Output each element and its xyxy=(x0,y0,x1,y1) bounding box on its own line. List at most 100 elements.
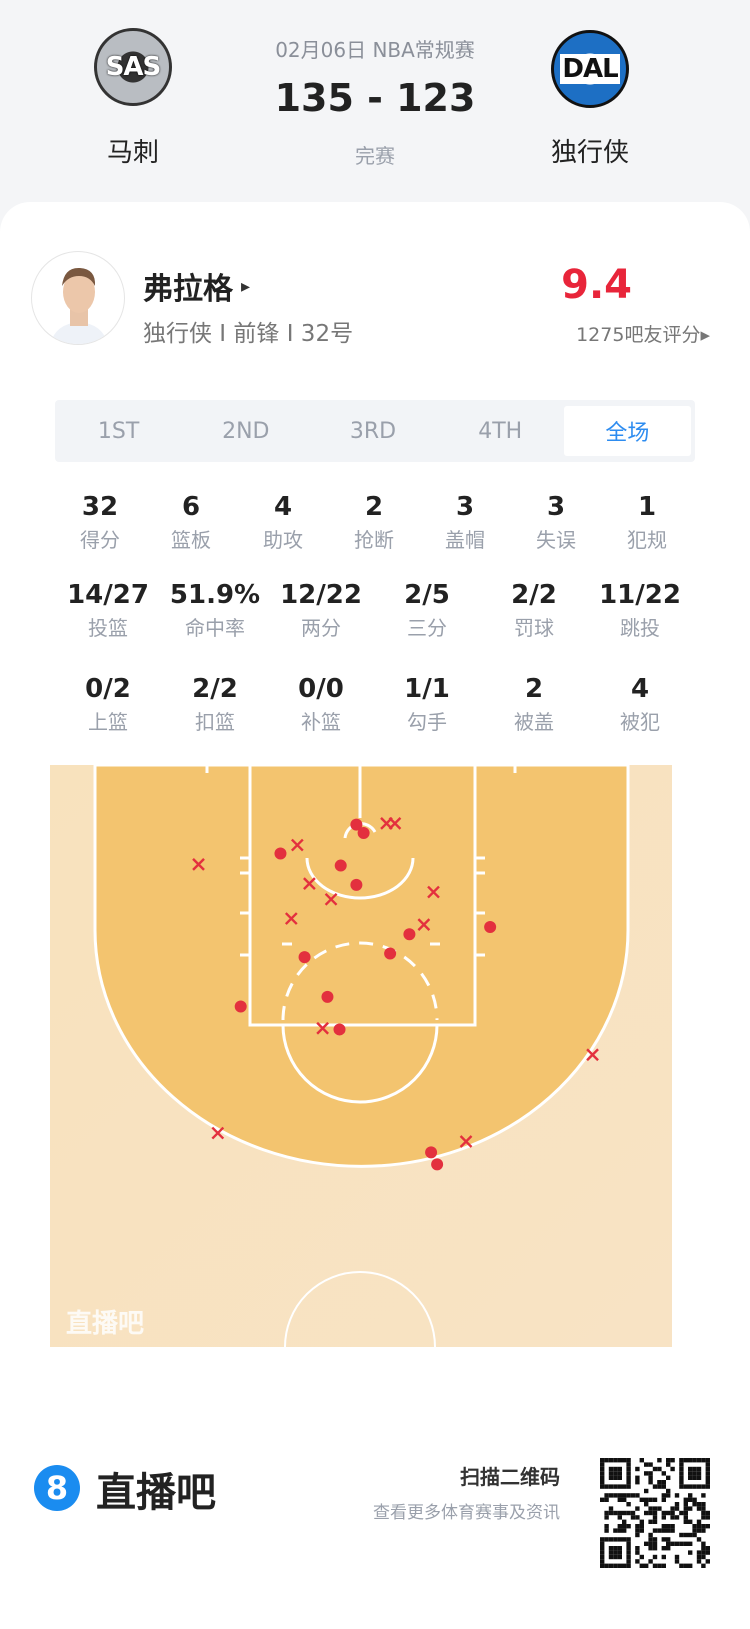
away-team-name[interactable]: 独行侠 xyxy=(550,138,630,168)
stat-label: 命中率 xyxy=(184,616,245,640)
stat-value: 4 xyxy=(273,492,293,522)
match-score: 135 - 123 xyxy=(274,76,476,120)
period-tabs: 1ST 2ND 3RD 4TH 全场 xyxy=(55,400,695,462)
missed-shot-marker xyxy=(388,817,402,830)
player-avatar[interactable] xyxy=(31,251,125,345)
tab-3rd[interactable]: 3RD xyxy=(349,418,397,444)
made-shot-marker xyxy=(357,827,370,840)
brand-logo-icon: 8 xyxy=(34,1465,80,1511)
made-shot-marker xyxy=(403,928,416,941)
stat-label: 上篮 xyxy=(88,710,128,734)
stat-label: 篮板 xyxy=(171,528,211,552)
stat-盖帽: 3 盖帽 xyxy=(445,490,485,556)
stat-两分: 12/22 两分 xyxy=(280,578,362,644)
player-name: 弗拉格 xyxy=(143,272,233,307)
made-shot-marker xyxy=(234,1000,247,1013)
made-shot-marker xyxy=(431,1158,444,1171)
stat-label: 勾手 xyxy=(407,710,447,734)
made-shot-marker xyxy=(274,847,287,860)
missed-shot-marker xyxy=(459,1135,473,1148)
stat-label: 跳投 xyxy=(619,616,660,640)
stat-value: 32 xyxy=(81,492,119,522)
stat-label: 两分 xyxy=(300,616,341,640)
stat-value: 0/0 xyxy=(298,674,344,704)
brand-name: 直播吧 xyxy=(96,1470,216,1516)
stat-value: 1 xyxy=(637,492,657,522)
made-shot-marker xyxy=(334,859,347,872)
stat-value: 0/2 xyxy=(85,674,131,704)
stat-三分: 2/5 三分 xyxy=(404,578,450,644)
made-shot-marker xyxy=(425,1146,438,1159)
made-shot-marker xyxy=(333,1023,346,1036)
stat-value: 2/2 xyxy=(192,674,238,704)
missed-shot-marker xyxy=(427,885,440,899)
stat-补篮: 0/0 补篮 xyxy=(298,672,344,738)
stat-label: 被犯 xyxy=(620,710,660,734)
stat-value: 12/22 xyxy=(280,580,362,610)
missed-shot-marker xyxy=(417,918,431,931)
stat-label: 盖帽 xyxy=(445,528,485,552)
away-team-abbr: DAL xyxy=(560,54,620,84)
match-date-league: 02月06日 NBA常规赛 xyxy=(275,38,475,62)
home-team-name[interactable]: 马刺 xyxy=(106,138,160,168)
stat-被盖: 2 被盖 xyxy=(514,672,554,738)
player-meta: 独行侠 I 前锋 I 32号 xyxy=(143,321,354,347)
stat-label: 投篮 xyxy=(87,616,128,640)
scan-qr-subtitle: 查看更多体育赛事及资讯 xyxy=(373,1503,560,1523)
watermark: 直播吧 xyxy=(66,1309,144,1339)
stat-label: 得分 xyxy=(80,528,120,552)
stat-value: 2/2 xyxy=(511,580,557,610)
stat-value: 2 xyxy=(524,674,544,704)
stat-value: 6 xyxy=(181,492,201,522)
stat-value: 1/1 xyxy=(404,674,450,704)
stat-篮板: 6 篮板 xyxy=(171,490,211,556)
missed-shot-marker xyxy=(290,838,304,852)
stat-失误: 3 失误 xyxy=(536,490,576,556)
stat-犯规: 1 犯规 xyxy=(627,490,667,556)
tab-1st[interactable]: 1ST xyxy=(97,418,140,444)
missed-shot-marker xyxy=(586,1048,599,1062)
stat-罚球: 2/2 罚球 xyxy=(511,578,557,644)
missed-shot-marker xyxy=(192,858,205,871)
stat-value: 14/27 xyxy=(67,580,149,610)
stat-抢断: 2 抢断 xyxy=(354,490,394,556)
missed-shot-marker xyxy=(316,1021,329,1035)
stat-命中率: 51.9% 命中率 xyxy=(170,578,260,644)
away-team-logo[interactable]: DAL xyxy=(551,30,629,108)
stat-上篮: 0/2 上篮 xyxy=(85,672,131,738)
missed-shot-marker xyxy=(324,892,338,906)
stat-value: 11/22 xyxy=(599,580,681,610)
stat-label: 被盖 xyxy=(514,710,554,734)
stat-value: 51.9% xyxy=(169,580,261,610)
stat-投篮: 14/27 投篮 xyxy=(67,578,149,644)
stat-label: 助攻 xyxy=(263,528,303,552)
court-lines xyxy=(205,765,517,1347)
missed-shot-marker xyxy=(284,912,298,925)
stat-label: 扣篮 xyxy=(195,710,235,734)
stat-label: 三分 xyxy=(407,616,447,640)
stat-扣篮: 2/2 扣篮 xyxy=(192,672,238,738)
tab-full-game[interactable]: 全场 xyxy=(563,406,692,456)
player-name-link[interactable]: 弗拉格 ▸ xyxy=(143,264,250,308)
stat-label: 补篮 xyxy=(301,710,341,734)
made-shot-marker xyxy=(484,921,497,934)
tab-4th[interactable]: 4TH xyxy=(478,418,523,444)
tab-2nd[interactable]: 2ND xyxy=(222,418,270,444)
rating-count-link[interactable]: 1275吧友评分▸ xyxy=(576,324,710,346)
play-arrow-icon: ▸ xyxy=(241,275,251,297)
qr-code[interactable] xyxy=(600,1458,710,1568)
made-shot-marker xyxy=(350,818,363,831)
home-team-logo[interactable]: SAS xyxy=(94,28,172,106)
missed-shot-marker xyxy=(211,1126,225,1140)
stat-label: 罚球 xyxy=(514,616,554,640)
player-photo-icon xyxy=(50,267,108,344)
home-team-abbr: SAS xyxy=(105,52,162,82)
stat-跳投: 11/22 跳投 xyxy=(599,578,681,644)
stat-勾手: 1/1 勾手 xyxy=(404,672,450,738)
player-rating: 9.4 xyxy=(561,262,632,308)
stat-label: 犯规 xyxy=(627,528,667,552)
made-shot-marker xyxy=(350,878,363,891)
stat-助攻: 4 助攻 xyxy=(263,490,303,556)
stat-value: 4 xyxy=(630,674,650,704)
stat-得分: 32 得分 xyxy=(80,490,120,556)
